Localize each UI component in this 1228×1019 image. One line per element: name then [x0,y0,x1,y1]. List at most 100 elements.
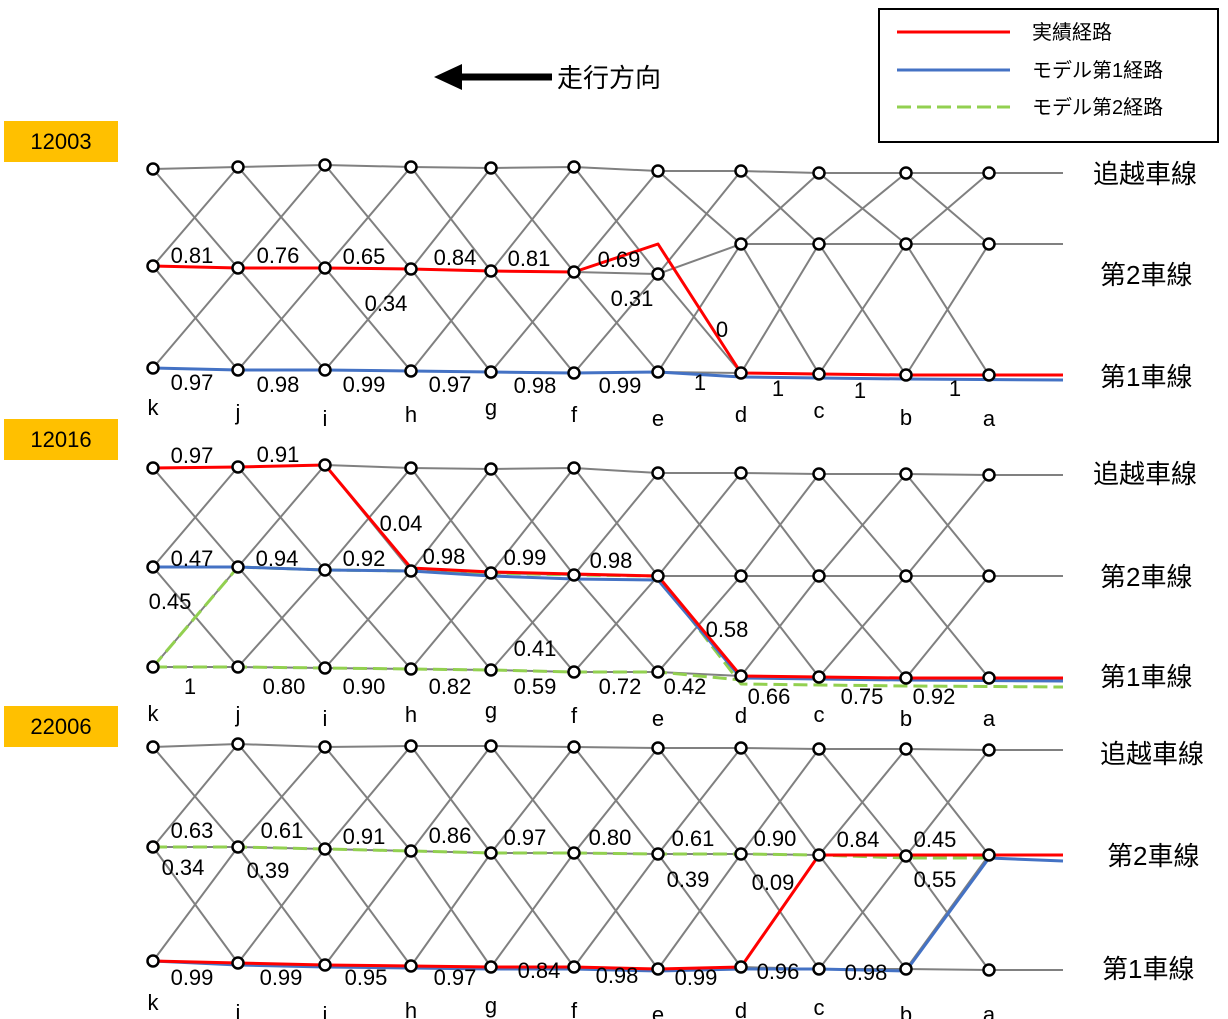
lane-node [982,166,996,180]
transition-edge [657,747,742,855]
transition-edge [237,267,326,371]
lane-node [404,160,418,174]
transition-edge [152,166,239,267]
lane-node [899,742,913,756]
lane-node [318,958,332,972]
transition-edge [324,745,412,850]
transition-edge [490,574,575,671]
node-letter: i [323,1002,328,1019]
probability-label: 0.95 [345,965,388,990]
lane-node [318,563,332,577]
transition-edge [573,467,659,577]
node-letter: e [652,1002,664,1019]
node-letter: j [235,1000,241,1019]
transition-edge [573,853,659,968]
probability-label: 0.90 [754,826,797,851]
lane-node [812,569,826,583]
lane-line [152,742,1063,751]
lane-node [982,368,996,382]
transition-edge [237,848,326,964]
lane-node [231,660,245,674]
probability-label: 0 [716,317,728,342]
lane-node [899,671,913,685]
probability-label: 0.59 [514,674,557,699]
transition-edge [818,473,907,577]
lane-node [567,265,581,279]
transition-edge [152,846,239,962]
transition-edge [573,575,659,673]
transition-edge [237,164,326,269]
lane-node [484,739,498,753]
transition-edge [324,268,412,371]
transition-edge [657,273,742,374]
lane-node [318,740,332,754]
node-letter: e [652,706,664,731]
node-letter: h [405,998,417,1019]
lane-node [146,361,160,375]
transition-edge [324,850,412,966]
lane-node [734,669,748,683]
node-letter: i [323,406,328,431]
legend: 実績経路 モデル第1経路 モデル第2経路 [878,8,1219,143]
probability-label: 0.72 [599,674,642,699]
transition-edge [657,170,742,245]
probability-label: 0.81 [171,243,214,268]
node-letter: c [814,995,825,1019]
lane-node [899,569,913,583]
node-letter: b [900,405,912,430]
lane-label-passing: 追越車線 [1100,739,1204,769]
arrow-left-icon-head [434,64,462,90]
vehicle-badge-bg [4,121,118,162]
transition-edge [657,853,742,970]
lane-node [484,566,498,580]
lane-node [567,740,581,754]
node-letter: f [571,402,578,427]
lane-node [734,960,748,974]
lane-node [146,162,160,176]
probability-label: 0.92 [343,546,386,571]
vehicle-id: 12016 [30,427,91,452]
lane-node [734,164,748,178]
lane-node [982,963,996,977]
lane-node [484,161,498,175]
probability-label: 0.97 [171,370,214,395]
direction-label: 走行方向 [557,63,661,93]
transition-edge [740,575,820,677]
vehicle-badge-1: 12016 [4,419,118,460]
probability-label: 0.45 [914,827,957,852]
lane-label-first: 第1車線 [1100,362,1192,392]
lane-node [734,466,748,480]
lane-node [651,365,665,379]
transition-edge [237,569,326,668]
probability-label: 0.99 [675,965,718,990]
probability-label: 0.81 [508,246,551,271]
transition-edge [818,172,907,245]
transition-edge [905,749,990,857]
probability-label: 0.96 [757,959,800,984]
lane-node [567,568,581,582]
transition-edge [818,855,907,970]
node-letter: a [983,706,996,731]
node-letter: c [814,398,825,423]
lane-node [231,737,245,751]
lane-node [651,164,665,178]
lane-node [734,237,748,251]
node-letter: b [900,1002,912,1019]
node-letter: c [814,702,825,727]
route-paths [151,242,1064,973]
lane-label-first: 第1車線 [1100,662,1192,692]
probability-label: 0.98 [423,544,466,569]
node-letter: a [983,406,996,431]
lane-node [651,741,665,755]
transition-edge [490,271,575,373]
lane-node [812,742,826,756]
transition-edge [740,748,820,855]
lane-label-passing: 追越車線 [1093,159,1197,189]
lane-node [812,670,826,684]
node-letter: a [983,1002,996,1019]
lane-node [982,671,996,685]
lane-node [899,849,913,863]
model2-route [153,665,742,682]
transition-edge [152,466,239,568]
probability-labels: 0.81 0.76 0.65 0.84 0.81 0.69 0.34 0.31 0 0.97 0.9… [149,243,962,990]
